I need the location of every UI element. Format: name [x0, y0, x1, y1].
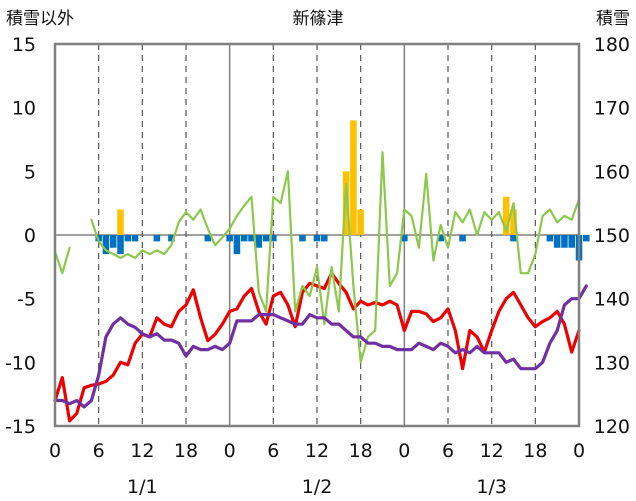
x-tick-label: 6: [267, 440, 279, 462]
blue-bar: [459, 235, 466, 242]
purple-series-line: [53, 284, 588, 409]
blue-bar: [131, 235, 139, 242]
x-tick-label: 18: [349, 440, 373, 462]
blue-bar: [321, 235, 328, 242]
blue-bar: [240, 235, 248, 242]
blue-bar: [546, 235, 554, 242]
right-y-tick-label: 160: [594, 161, 630, 183]
blue-bar: [226, 235, 233, 242]
line-series: [53, 151, 588, 423]
orange-bar: [342, 171, 350, 235]
right-y-tick-label: 150: [594, 225, 630, 247]
blue-bar: [255, 235, 263, 248]
orange-bar: [117, 209, 124, 235]
right-y-tick-label: 130: [594, 352, 630, 374]
blue-bar: [262, 235, 270, 242]
x-tick-label: 12: [130, 440, 154, 462]
blue-bar: [437, 235, 444, 242]
left-y-tick-label: -15: [5, 416, 36, 438]
blue-bar: [153, 235, 161, 242]
day-label: 1/3: [476, 476, 507, 498]
blue-bar: [270, 235, 277, 242]
left-y-tick-label: 10: [12, 98, 36, 120]
chart-title: 新篠津: [293, 9, 344, 29]
x-tick-label: 6: [442, 440, 454, 462]
x-tick-label: 0: [224, 440, 236, 462]
orange-bar: [502, 196, 510, 235]
left-y-tick-label: -5: [17, 289, 36, 311]
blue-bar: [553, 235, 561, 248]
left-y-tick-label: 0: [24, 225, 36, 247]
blue-bar: [168, 235, 175, 242]
blue-bar: [204, 235, 212, 242]
blue-bar: [124, 235, 132, 242]
bar-series: [95, 120, 590, 261]
blue-bar: [583, 235, 590, 242]
green-series-line: [53, 151, 581, 364]
left-axis-label: 積雪以外: [6, 9, 74, 29]
x-tick-label: 12: [480, 440, 504, 462]
blue-bar: [568, 235, 575, 248]
blue-bar: [299, 235, 306, 242]
right-y-tick-label: 120: [594, 416, 630, 438]
blue-bar: [401, 235, 408, 242]
x-tick-label: 6: [93, 440, 105, 462]
orange-bar: [350, 120, 357, 235]
x-tick-label: 0: [398, 440, 410, 462]
right-y-tick-label: 180: [594, 34, 630, 56]
blue-bar: [102, 235, 110, 255]
x-tick-label: 18: [174, 440, 198, 462]
orange-bar: [510, 209, 517, 235]
blue-bar: [313, 235, 321, 242]
blue-bar: [109, 235, 117, 248]
right-y-tick-label: 140: [594, 289, 630, 311]
x-tick-label: 12: [305, 440, 329, 462]
right-axis-label: 積雪: [596, 9, 630, 29]
day-label: 1/2: [302, 476, 333, 498]
blue-bar: [561, 235, 568, 248]
left-y-tick-label: 15: [12, 34, 36, 56]
x-tick-label: 0: [49, 440, 61, 462]
left-y-tick-label: 5: [24, 161, 36, 183]
plot-area-frame: [53, 42, 581, 428]
orange-bar: [357, 209, 364, 235]
blue-bar: [233, 235, 241, 255]
x-tick-label: 18: [523, 440, 547, 462]
blue-bar: [248, 235, 255, 242]
left-y-tick-label: -10: [5, 352, 36, 374]
blue-bar: [510, 235, 517, 242]
x-tick-label: 0: [573, 440, 585, 462]
day-label: 1/1: [127, 476, 158, 498]
blue-bar: [117, 235, 124, 255]
right-y-tick-label: 170: [594, 98, 630, 120]
